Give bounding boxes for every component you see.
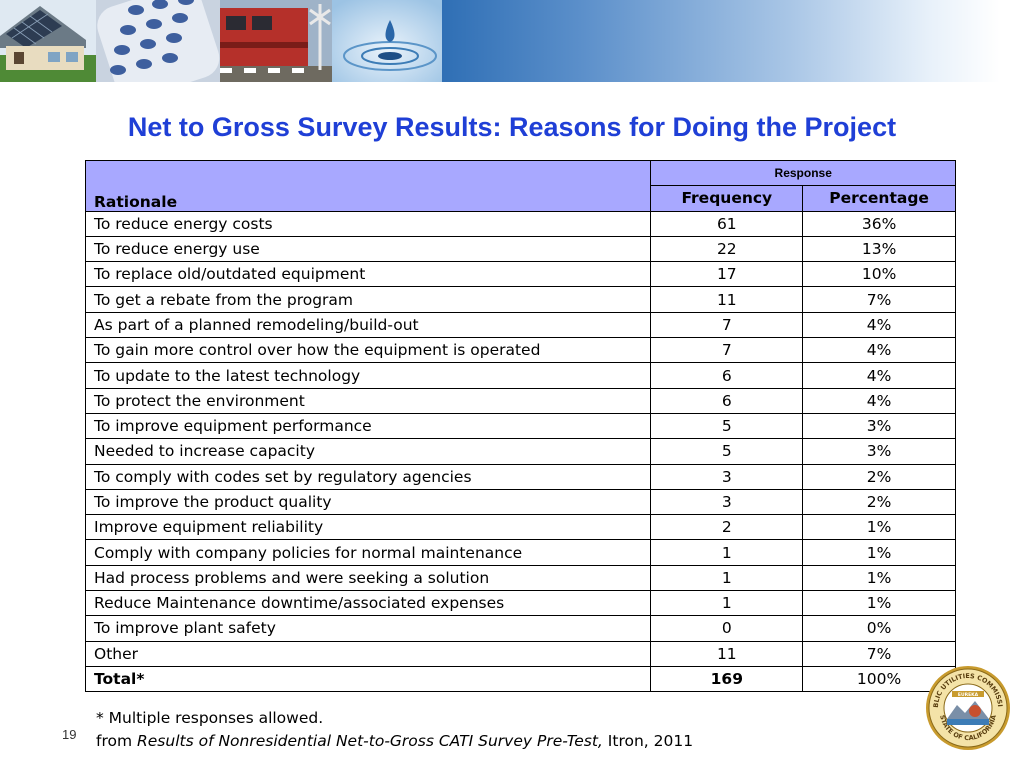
table-row: To protect the environment 6 4% bbox=[84, 387, 956, 414]
phone-keypad-photo bbox=[96, 0, 220, 82]
footnote-note: * Multiple responses allowed. bbox=[96, 709, 324, 727]
rationale-cell: Had process problems and were seeking a … bbox=[84, 564, 652, 592]
rationale-cell: As part of a planned remodeling/build-ou… bbox=[84, 311, 652, 339]
frequency-cell: 1 bbox=[650, 539, 804, 566]
percentage-cell: 13% bbox=[802, 235, 956, 263]
response-header: Response bbox=[650, 159, 956, 187]
total-label: Total* bbox=[84, 665, 652, 693]
frequency-cell: 2 bbox=[650, 514, 804, 541]
frequency-cell: 11 bbox=[650, 286, 804, 313]
rationale-cell: To improve plant safety bbox=[84, 615, 652, 642]
table-row: Reduce Maintenance downtime/associated e… bbox=[84, 590, 956, 617]
frequency-cell: 0 bbox=[650, 615, 804, 642]
percentage-cell: 7% bbox=[802, 640, 956, 667]
source-suffix: Itron, 2011 bbox=[602, 732, 694, 750]
percentage-cell: 2% bbox=[802, 463, 956, 490]
rationale-cell: To improve equipment performance bbox=[84, 412, 652, 440]
frequency-cell: 7 bbox=[650, 337, 804, 364]
rationale-cell: To protect the environment bbox=[84, 387, 652, 414]
rationale-cell: To gain more control over how the equipm… bbox=[84, 337, 652, 364]
rationale-cell: Comply with company policies for normal … bbox=[84, 539, 652, 566]
table-row: Other 11 7% bbox=[84, 640, 956, 667]
table-row: To improve the product quality 3 2% bbox=[84, 488, 956, 516]
table-row: To get a rebate from the program 11 7% bbox=[84, 286, 956, 313]
percentage-cell: 1% bbox=[802, 564, 956, 592]
footnote: * Multiple responses allowed. from Resul… bbox=[96, 707, 693, 753]
footnote-source: from Results of Nonresidential Net-to-Gr… bbox=[96, 730, 693, 753]
frequency-cell: 1 bbox=[650, 590, 804, 617]
frequency-cell: 5 bbox=[650, 438, 804, 465]
table-row: Improve equipment reliability 2 1% bbox=[84, 514, 956, 541]
source-title: Results of Nonresidential Net-to-Gross C… bbox=[137, 732, 603, 750]
source-prefix: from bbox=[96, 732, 137, 750]
percentage-cell: 10% bbox=[802, 261, 956, 288]
table-row: Had process problems and were seeking a … bbox=[84, 564, 956, 592]
slide-title: Net to Gross Survey Results: Reasons for… bbox=[127, 112, 897, 142]
rationale-cell: To replace old/outdated equipment bbox=[84, 261, 652, 288]
svg-text:EUREKA: EUREKA bbox=[958, 692, 979, 698]
frequency-cell: 11 bbox=[650, 640, 804, 667]
table-row: To replace old/outdated equipment 17 10% bbox=[84, 261, 956, 288]
table-row: To update to the latest technology 6 4% bbox=[84, 362, 956, 389]
percentage-cell: 1% bbox=[802, 514, 956, 541]
rationale-cell: Needed to increase capacity bbox=[84, 438, 652, 465]
frequency-cell: 6 bbox=[650, 387, 804, 414]
slide-number: 19 bbox=[62, 727, 77, 742]
percentage-cell: 1% bbox=[802, 539, 956, 566]
frequency-cell: 3 bbox=[650, 463, 804, 490]
train-photo bbox=[220, 0, 332, 82]
frequency-cell: 1 bbox=[650, 564, 804, 592]
table-header-row: Rationale Response bbox=[84, 159, 956, 212]
table-subheader-row: Frequency Percentage bbox=[86, 185, 956, 212]
frequency-cell: 22 bbox=[650, 235, 804, 263]
frequency-header: Frequency bbox=[650, 185, 804, 212]
rationale-cell: To reduce energy costs bbox=[84, 210, 652, 237]
rationale-cell: Reduce Maintenance downtime/associated e… bbox=[84, 590, 652, 617]
table-row: As part of a planned remodeling/build-ou… bbox=[84, 311, 956, 339]
percentage-cell: 7% bbox=[802, 286, 956, 313]
percentage-cell: 4% bbox=[802, 337, 956, 364]
rationale-cell: To get a rebate from the program bbox=[84, 286, 652, 313]
frequency-cell: 7 bbox=[650, 311, 804, 339]
rationale-cell: To reduce energy use bbox=[84, 235, 652, 263]
percentage-cell: 0% bbox=[802, 615, 956, 642]
frequency-cell: 3 bbox=[650, 488, 804, 516]
rationale-cell: To comply with codes set by regulatory a… bbox=[84, 463, 652, 490]
house-solar-photo bbox=[0, 0, 96, 82]
percentage-header: Percentage bbox=[802, 185, 956, 212]
table-row: Comply with company policies for normal … bbox=[84, 539, 956, 566]
rationale-header: Rationale bbox=[84, 160, 652, 212]
percentage-cell: 3% bbox=[802, 412, 956, 440]
percentage-cell: 3% bbox=[802, 438, 956, 465]
table-row: To improve equipment performance 5 3% bbox=[84, 412, 956, 440]
table-row: To improve plant safety 0 0% bbox=[84, 615, 956, 642]
total-percentage: 100% bbox=[802, 665, 956, 693]
cpuc-seal-logo: PUBLIC UTILITIES COMMISSION STATE OF CAL… bbox=[922, 659, 1011, 751]
rationale-cell: Improve equipment reliability bbox=[84, 514, 652, 541]
percentage-cell: 2% bbox=[802, 488, 956, 516]
rationale-cell: To improve the product quality bbox=[84, 488, 652, 516]
percentage-cell: 4% bbox=[802, 311, 956, 339]
percentage-cell: 36% bbox=[802, 210, 956, 237]
rationale-cell: Other bbox=[84, 640, 652, 667]
percentage-cell: 4% bbox=[802, 362, 956, 389]
percentage-cell: 1% bbox=[802, 590, 956, 617]
percentage-cell: 4% bbox=[802, 387, 956, 414]
frequency-cell: 6 bbox=[650, 362, 804, 389]
survey-results-table: Rationale Response Frequency Percentage … bbox=[84, 159, 956, 693]
table-row: To gain more control over how the equipm… bbox=[84, 337, 956, 364]
table-row: To reduce energy costs 61 36% bbox=[84, 210, 956, 237]
table-row: Needed to increase capacity 5 3% bbox=[84, 438, 956, 465]
table-row: To reduce energy use 22 13% bbox=[84, 235, 956, 263]
frequency-cell: 61 bbox=[650, 210, 804, 237]
water-drop-photo bbox=[332, 0, 442, 82]
frequency-cell: 17 bbox=[650, 261, 804, 288]
total-row: Total* 169 100% bbox=[84, 665, 956, 693]
frequency-cell: 5 bbox=[650, 412, 804, 440]
table-row: To comply with codes set by regulatory a… bbox=[84, 463, 956, 490]
total-frequency: 169 bbox=[650, 665, 804, 693]
rationale-cell: To update to the latest technology bbox=[84, 362, 652, 389]
